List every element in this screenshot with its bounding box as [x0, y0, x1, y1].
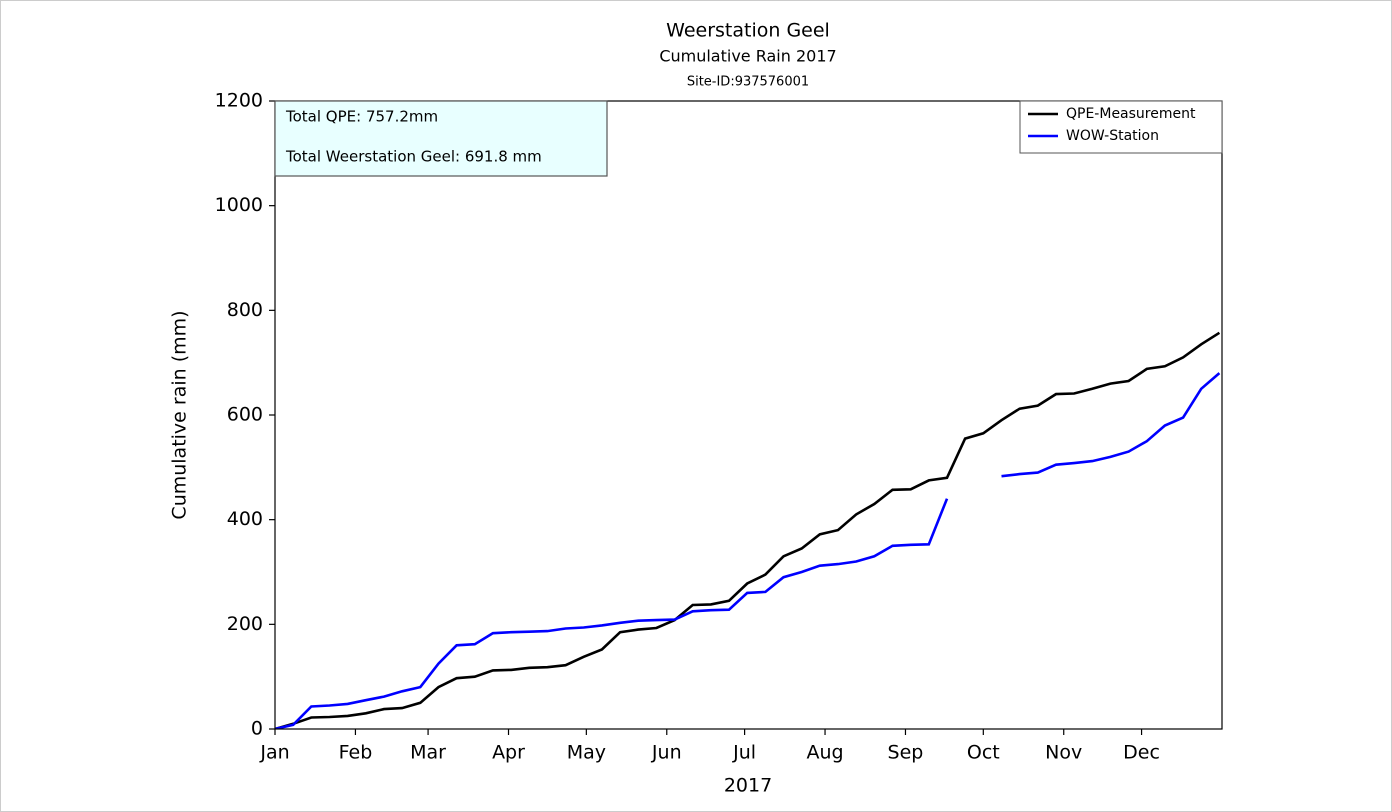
x-tick-label: Apr — [492, 742, 525, 764]
y-axis-label: Cumulative rain (mm) — [169, 310, 191, 519]
x-tick-label: Sep — [888, 742, 924, 764]
y-tick-label: 200 — [227, 613, 263, 635]
chart-subtitle: Cumulative Rain 2017 — [659, 47, 836, 66]
x-tick-label: May — [567, 742, 606, 764]
annotation: Total QPE: 757.2mm — [285, 108, 438, 126]
y-tick-label: 600 — [227, 404, 263, 426]
legend-box — [1019, 100, 1223, 154]
x-tick-label: Jan — [259, 742, 289, 764]
annotation-box — [274, 100, 608, 177]
y-tick-label: 0 — [251, 718, 263, 740]
y-tick-label: 1000 — [215, 194, 263, 216]
legend-label: WOW-Station — [1066, 128, 1159, 144]
x-tick-label: Aug — [806, 742, 843, 764]
x-tick-label: Nov — [1045, 742, 1082, 764]
y-tick-label: 800 — [227, 299, 263, 321]
site-id: Site-ID:937576001 — [687, 75, 809, 90]
x-tick-label: Feb — [339, 742, 373, 764]
x-tick-label: Mar — [410, 742, 446, 764]
x-tick-label: Jul — [732, 742, 756, 764]
data-line — [275, 372, 1221, 729]
x-axis-label: 2017 — [724, 775, 772, 797]
x-tick-label: Oct — [967, 742, 1000, 764]
chart-title: Weerstation Geel — [666, 20, 830, 42]
x-tick-label: Dec — [1123, 742, 1160, 764]
legend-label: QPE-Measurement — [1066, 106, 1196, 122]
x-tick-label: Jun — [651, 742, 682, 764]
annotation: Total Weerstation Geel: 691.8 mm — [285, 148, 542, 166]
y-tick-label: 400 — [227, 508, 263, 530]
data-line — [275, 331, 1221, 729]
plot-frame — [274, 100, 1223, 730]
y-tick-label: 1200 — [215, 90, 263, 112]
